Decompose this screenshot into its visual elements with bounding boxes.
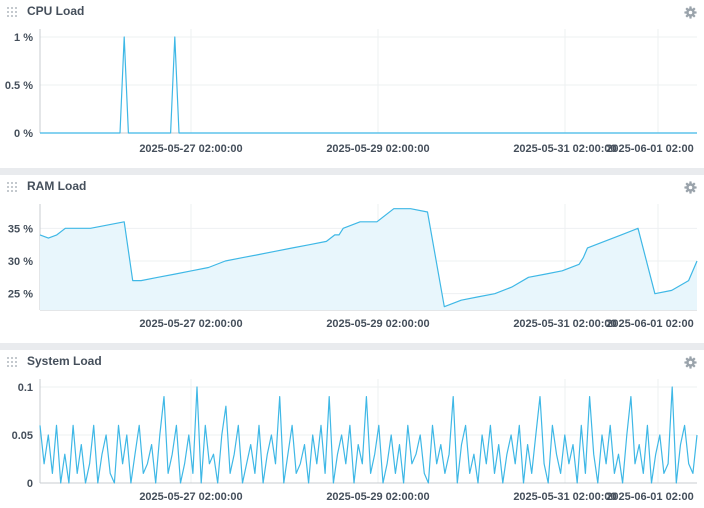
x-tick-label: 2025-05-29 02:00:00 bbox=[326, 491, 429, 503]
system-load-panel: System Load 0 0.05 0.1 2025-05-27 02:00:00 2… bbox=[0, 350, 704, 508]
x-tick-label: 2025-05-31 02:00:00 bbox=[513, 318, 616, 330]
drag-handle-icon[interactable] bbox=[6, 181, 18, 193]
y-tick-label: 25 % bbox=[8, 289, 33, 301]
y-tick-label: 35 % bbox=[8, 223, 33, 235]
gear-icon[interactable] bbox=[684, 356, 697, 369]
drag-handle-icon[interactable] bbox=[6, 356, 18, 368]
series-line bbox=[39, 386, 698, 484]
x-tick-label: 2025-05-27 02:00:00 bbox=[139, 318, 242, 330]
gear-icon[interactable] bbox=[684, 181, 697, 194]
x-tick-label: 2025-05-27 02:00:00 bbox=[139, 491, 242, 503]
x-tick-label: 2025-06-01 02:00 bbox=[606, 143, 693, 155]
x-tick-label: 2025-05-31 02:00:00 bbox=[513, 491, 616, 503]
y-tick-label: 30 % bbox=[8, 256, 33, 268]
x-tick-label: 2025-05-27 02:00:00 bbox=[139, 143, 242, 155]
y-tick-label: 0 % bbox=[14, 128, 33, 140]
y-tick-label: 1 % bbox=[14, 32, 33, 44]
panel-header: System Load bbox=[0, 350, 704, 374]
panel-header: CPU Load bbox=[0, 0, 704, 24]
x-tick-label: 2025-06-01 02:00 bbox=[606, 318, 693, 330]
system-load-chart: 0 0.05 0.1 2025-05-27 02:00:00 2025-05-29 02… bbox=[12, 379, 698, 503]
y-tick-label: 0 bbox=[27, 478, 33, 490]
panel-header: RAM Load bbox=[0, 175, 704, 199]
series-line bbox=[40, 36, 697, 134]
cpu-load-chart: 0 % 0.5 % 1 % 2025-05-27 02:00:00 2025-05-29… bbox=[5, 29, 697, 155]
panel-title: CPU Load bbox=[27, 4, 85, 18]
x-tick-label: 2025-05-31 02:00:00 bbox=[513, 143, 616, 155]
drag-handle-icon[interactable] bbox=[6, 6, 18, 18]
gear-icon[interactable] bbox=[684, 6, 697, 19]
x-tick-label: 2025-05-29 02:00:00 bbox=[326, 143, 429, 155]
x-tick-label: 2025-06-01 02:00 bbox=[606, 491, 693, 503]
cpu-load-panel: CPU Load 0 % 0.5 % 1 % 2025-05-27 02:00:00 2… bbox=[0, 0, 704, 168]
x-tick-label: 2025-05-29 02:00:00 bbox=[326, 318, 429, 330]
ram-load-panel: RAM Load 25 % 30 % 35 % 2025-05-27 02:00:00… bbox=[0, 175, 704, 343]
series-area bbox=[40, 208, 697, 310]
y-tick-label: 0.05 bbox=[12, 430, 33, 442]
panel-title: System Load bbox=[27, 354, 102, 368]
y-tick-label: 0.1 bbox=[18, 382, 33, 394]
y-tick-label: 0.5 % bbox=[5, 80, 33, 92]
series-line bbox=[39, 208, 698, 308]
panel-title: RAM Load bbox=[27, 179, 87, 193]
ram-load-chart: 25 % 30 % 35 % 2025-05-27 02:00:00 2025-05-2… bbox=[8, 204, 698, 330]
